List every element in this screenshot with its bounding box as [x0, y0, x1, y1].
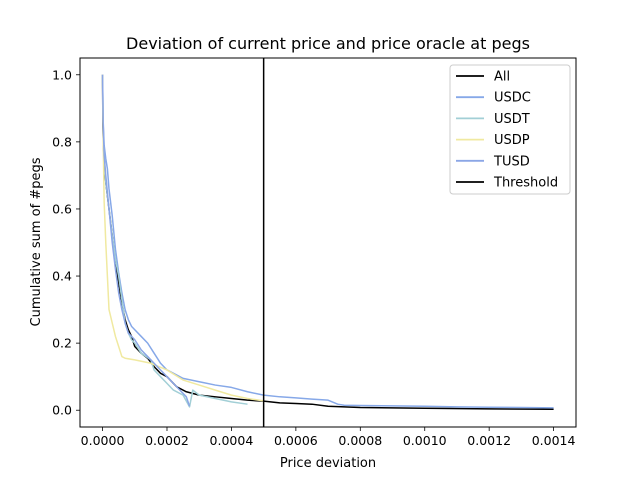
y-axis-label: Cumulative sum of #pegs: [29, 157, 44, 326]
series-layer: [101, 74, 554, 410]
y-tick-label: 0.6: [52, 201, 72, 216]
x-tick-label: 0.0012: [467, 433, 511, 448]
plot-frame: [79, 57, 577, 428]
x-tick-label: 0.0006: [274, 433, 318, 448]
y-tick-label: 0.0: [52, 403, 72, 418]
legend-label-all: All: [494, 70, 510, 85]
series-line-tusd: [101, 74, 191, 407]
legend-label-tusd: TUSD: [493, 154, 530, 169]
legend: All USDC USDT USDP TUSD Threshold: [449, 64, 571, 195]
y-tick-label: 0.8: [52, 134, 72, 149]
legend-label-usdp: USDP: [494, 133, 530, 148]
y-axis-ticks: 0.0 0.2 0.4 0.6 0.8 1.0: [52, 67, 80, 418]
series-line-usdp: [101, 74, 264, 402]
y-tick-label: 0.4: [52, 269, 72, 284]
x-tick-label: 0.0000: [81, 433, 125, 448]
legend-label-usdt: USDT: [494, 112, 530, 127]
legend-label-threshold: Threshold: [493, 176, 558, 191]
x-axis-label: Price deviation: [280, 456, 376, 471]
x-tick-label: 0.0004: [210, 433, 254, 448]
x-tick-label: 0.0010: [403, 433, 447, 448]
y-tick-label: 0.2: [52, 336, 72, 351]
x-axis-ticks: 0.0000 0.0002 0.0004 0.0006 0.0008 0.0010 0.00…: [81, 427, 576, 448]
x-tick-label: 0.0008: [338, 433, 382, 448]
x-tick-label: 0.0014: [532, 433, 576, 448]
x-tick-label: 0.0002: [145, 433, 189, 448]
legend-items: All USDC USDT USDP TUSD Threshold: [456, 70, 558, 191]
chart-title: Deviation of current price and price ora…: [126, 34, 530, 53]
y-tick-label: 1.0: [52, 67, 72, 82]
legend-label-usdc: USDC: [494, 91, 531, 106]
